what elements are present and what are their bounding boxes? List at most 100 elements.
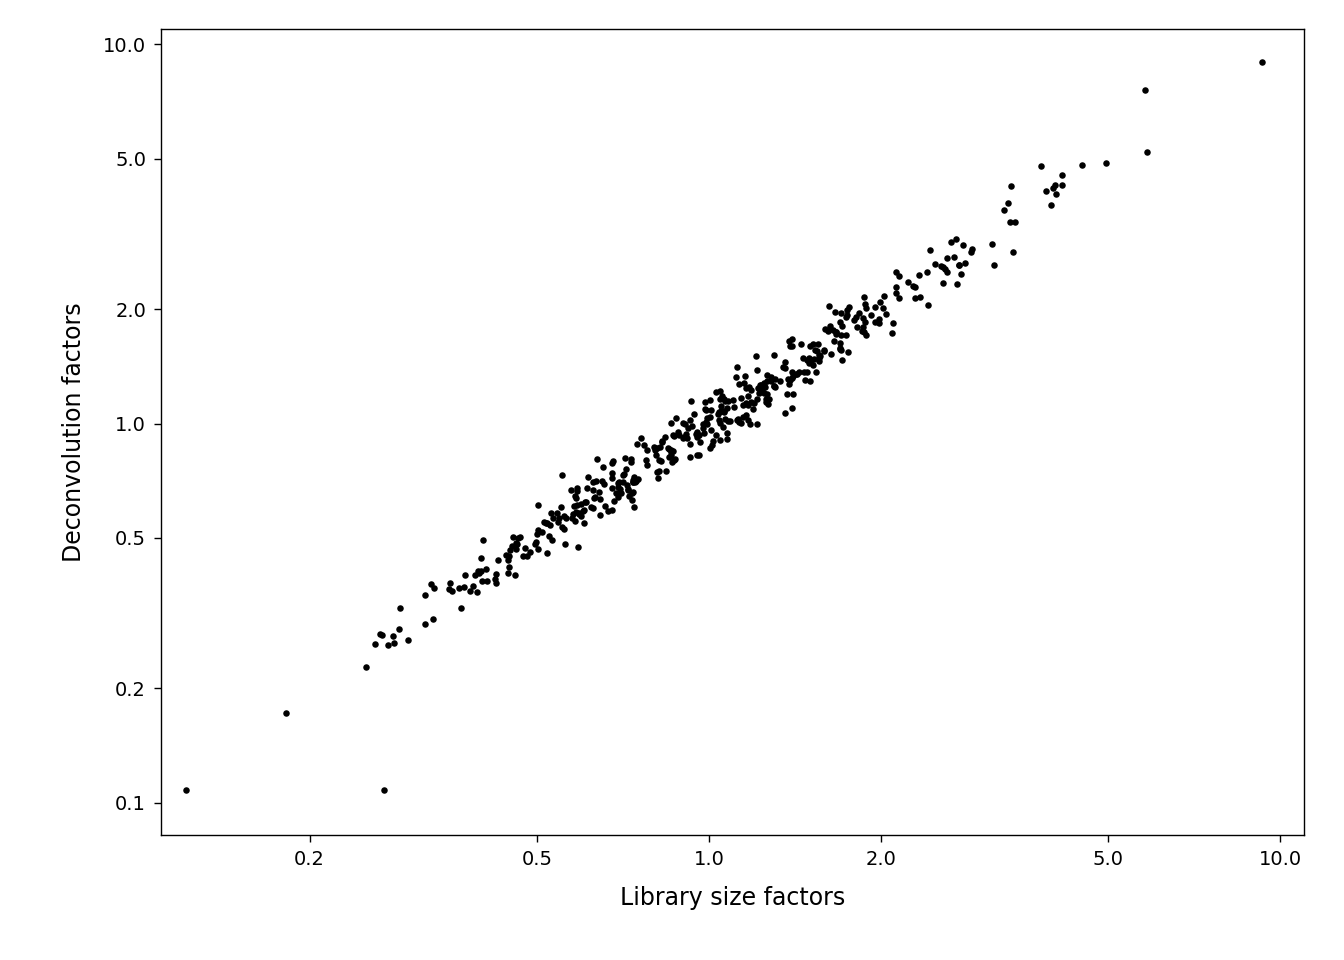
- Point: [751, 384, 773, 399]
- Point: [813, 344, 835, 359]
- Point: [825, 324, 847, 340]
- Point: [763, 348, 785, 363]
- Point: [621, 486, 642, 501]
- Point: [1095, 156, 1117, 171]
- Point: [997, 196, 1019, 211]
- Point: [696, 411, 718, 426]
- Point: [808, 353, 829, 369]
- Point: [917, 264, 938, 279]
- Point: [837, 344, 859, 359]
- Point: [954, 255, 976, 271]
- Point: [453, 579, 474, 594]
- Point: [462, 579, 484, 594]
- Point: [711, 404, 732, 420]
- Point: [919, 242, 941, 257]
- Point: [472, 532, 493, 547]
- Point: [589, 507, 610, 522]
- Point: [527, 522, 548, 538]
- Point: [789, 364, 810, 379]
- Point: [581, 499, 602, 515]
- Point: [555, 510, 577, 525]
- Point: [839, 300, 860, 315]
- Point: [689, 434, 711, 449]
- Point: [981, 236, 1003, 252]
- Point: [626, 436, 648, 451]
- Point: [688, 447, 710, 463]
- Point: [685, 429, 707, 444]
- Point: [594, 498, 616, 514]
- Point: [364, 636, 386, 652]
- Point: [438, 581, 460, 596]
- Point: [1071, 157, 1093, 173]
- Point: [700, 402, 722, 418]
- Point: [1046, 186, 1067, 202]
- Point: [625, 473, 646, 489]
- Point: [847, 319, 868, 334]
- Point: [660, 447, 681, 463]
- Point: [664, 452, 685, 468]
- Point: [755, 392, 777, 407]
- Point: [509, 530, 531, 545]
- Point: [540, 532, 562, 547]
- Point: [809, 348, 831, 363]
- Point: [614, 450, 636, 466]
- Point: [672, 416, 694, 431]
- Point: [961, 244, 982, 259]
- Point: [735, 380, 757, 396]
- Point: [465, 567, 487, 583]
- Point: [950, 266, 972, 281]
- Point: [778, 376, 800, 392]
- Point: [905, 290, 926, 305]
- Point: [993, 203, 1015, 218]
- Point: [804, 343, 825, 358]
- Point: [780, 372, 801, 388]
- Point: [835, 309, 856, 324]
- Point: [500, 542, 521, 558]
- Point: [820, 347, 841, 362]
- Point: [836, 327, 857, 343]
- Point: [806, 344, 828, 359]
- Point: [589, 492, 610, 507]
- Point: [652, 434, 673, 449]
- Point: [605, 486, 626, 501]
- Point: [868, 294, 890, 309]
- Point: [726, 412, 747, 427]
- Point: [710, 384, 731, 399]
- Point: [716, 425, 738, 441]
- Point: [620, 451, 641, 467]
- Point: [702, 437, 723, 452]
- Point: [649, 440, 671, 455]
- Point: [925, 256, 946, 272]
- Point: [645, 447, 667, 463]
- Point: [681, 419, 703, 434]
- Point: [574, 494, 595, 510]
- Point: [692, 425, 714, 441]
- Point: [616, 461, 637, 476]
- Point: [656, 464, 677, 479]
- Point: [805, 364, 827, 379]
- Point: [793, 350, 814, 366]
- Point: [759, 370, 781, 385]
- Point: [829, 340, 851, 355]
- Point: [1004, 215, 1025, 230]
- X-axis label: Library size factors: Library size factors: [620, 886, 845, 910]
- Point: [726, 370, 747, 385]
- Point: [937, 250, 958, 265]
- Point: [423, 580, 445, 595]
- Point: [716, 414, 738, 429]
- Point: [707, 407, 728, 422]
- Point: [564, 489, 586, 504]
- Point: [388, 621, 410, 636]
- Point: [513, 540, 535, 556]
- Point: [624, 474, 645, 490]
- Point: [868, 311, 890, 326]
- Point: [499, 560, 520, 575]
- Point: [741, 382, 762, 397]
- Point: [642, 440, 664, 455]
- Point: [636, 442, 657, 457]
- Point: [655, 429, 676, 444]
- Point: [712, 391, 734, 406]
- Point: [933, 259, 954, 275]
- Point: [617, 477, 638, 492]
- Point: [566, 490, 587, 505]
